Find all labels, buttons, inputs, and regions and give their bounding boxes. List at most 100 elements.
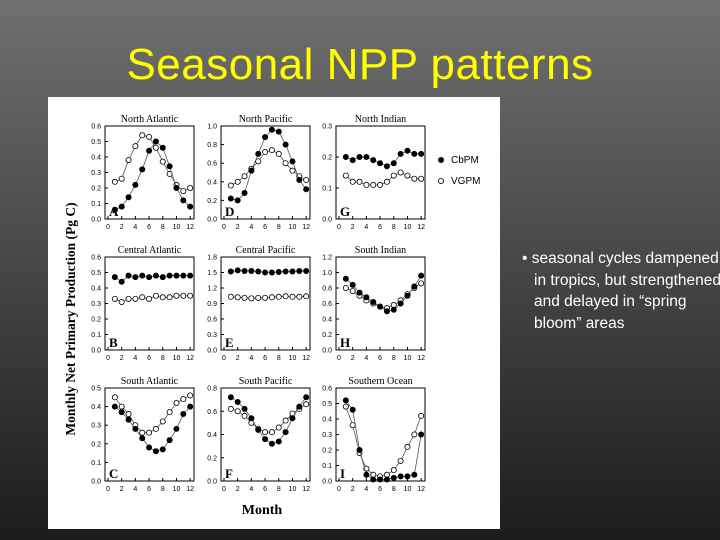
panel-title-north-pacific: North Pacific xyxy=(239,114,293,125)
y-tick-label-southern-ocean: 0.4 xyxy=(322,417,332,424)
x-tick-label-north-indian: 6 xyxy=(378,224,382,231)
data-point-vgpm-south-pacific xyxy=(282,417,289,424)
x-tick-label-south-pacific: 10 xyxy=(289,486,297,493)
data-point-cbpm-southern-ocean xyxy=(397,473,404,480)
data-point-cbpm-south-pacific xyxy=(275,438,282,445)
y-tick-label-central-pacific: 0.9 xyxy=(207,301,217,308)
data-point-cbpm-north-pacific xyxy=(227,195,234,202)
y-tick-label-north-pacific: 0.8 xyxy=(207,142,217,149)
data-point-vgpm-southern-ocean xyxy=(390,467,397,474)
data-point-cbpm-north-pacific xyxy=(296,176,303,183)
y-tick-label-south-atlantic: 0.2 xyxy=(91,441,101,448)
data-point-cbpm-north-atlantic xyxy=(111,206,118,213)
y-tick-label-north-indian: 0.3 xyxy=(322,124,332,131)
data-point-cbpm-north-indian xyxy=(404,147,411,154)
data-point-vgpm-south-atlantic xyxy=(173,399,180,406)
data-point-vgpm-north-atlantic xyxy=(111,178,118,185)
data-point-vgpm-south-atlantic xyxy=(180,396,187,403)
y-tick-label-south-atlantic: 0.0 xyxy=(91,479,101,486)
data-point-vgpm-central-atlantic xyxy=(125,295,132,302)
panel-title-south-indian: South Indian xyxy=(355,245,406,256)
y-axis-label: Monthly Net Primary Production (Pg C) xyxy=(63,202,78,435)
y-tick-label-north-atlantic: 0.0 xyxy=(91,217,101,224)
data-point-cbpm-north-indian xyxy=(397,150,404,157)
data-point-cbpm-southern-ocean xyxy=(363,471,370,478)
data-point-cbpm-south-pacific xyxy=(303,394,310,401)
x-tick-label-north-atlantic: 8 xyxy=(161,224,165,231)
panel-letter-central-pacific: E xyxy=(225,335,234,350)
x-tick-label-north-pacific: 8 xyxy=(277,224,281,231)
data-point-cbpm-south-atlantic xyxy=(152,448,159,455)
data-point-vgpm-north-pacific xyxy=(255,158,262,165)
data-point-vgpm-north-pacific xyxy=(241,173,248,180)
data-point-cbpm-south-atlantic xyxy=(180,411,187,418)
x-tick-label-central-pacific: 2 xyxy=(236,355,240,362)
data-point-vgpm-southern-ocean xyxy=(411,431,418,438)
legend-label-vgpm: VGPM xyxy=(451,176,480,187)
y-tick-label-south-pacific: 0.2 xyxy=(207,455,217,462)
data-point-cbpm-southern-ocean xyxy=(390,474,397,481)
data-point-vgpm-central-pacific xyxy=(248,295,255,302)
bullet-text: • seasonal cycles dampened in tropics, b… xyxy=(522,250,720,332)
series-line-vgpm-southern-ocean xyxy=(345,406,422,477)
data-point-cbpm-south-pacific xyxy=(296,403,303,410)
y-tick-label-south-pacific: 0.0 xyxy=(207,479,217,486)
data-point-vgpm-south-atlantic xyxy=(187,392,194,399)
data-point-cbpm-central-pacific xyxy=(262,269,269,276)
x-tick-label-southern-ocean: 2 xyxy=(351,486,355,493)
data-point-cbpm-southern-ocean xyxy=(370,476,377,483)
x-tick-label-central-pacific: 6 xyxy=(263,355,267,362)
data-point-vgpm-north-pacific xyxy=(268,147,275,154)
panel-letter-north-indian: G xyxy=(340,204,350,219)
panel-title-north-atlantic: North Atlantic xyxy=(121,114,179,125)
y-tick-label-north-pacific: 0.6 xyxy=(207,161,217,168)
data-point-vgpm-north-indian xyxy=(390,172,397,179)
data-point-cbpm-north-atlantic xyxy=(180,197,187,204)
x-tick-label-south-pacific: 6 xyxy=(263,486,267,493)
data-point-vgpm-south-atlantic xyxy=(159,418,166,425)
panel-letter-south-pacific: F xyxy=(225,466,233,481)
data-point-vgpm-north-atlantic xyxy=(139,132,146,139)
x-tick-label-north-pacific: 12 xyxy=(302,224,310,231)
x-tick-label-south-indian: 10 xyxy=(404,355,412,362)
data-point-cbpm-north-atlantic xyxy=(139,166,146,173)
panel-letter-southern-ocean: I xyxy=(340,466,345,481)
data-point-cbpm-south-indian xyxy=(370,298,377,305)
x-tick-label-southern-ocean: 6 xyxy=(378,486,382,493)
data-point-vgpm-north-pacific xyxy=(303,176,310,183)
y-tick-label-south-pacific: 0.6 xyxy=(207,409,217,416)
data-point-cbpm-south-pacific xyxy=(234,398,241,405)
data-point-vgpm-southern-ocean xyxy=(397,457,404,464)
x-tick-label-south-pacific: 12 xyxy=(302,486,310,493)
data-point-cbpm-south-atlantic xyxy=(125,416,132,423)
x-tick-label-south-indian: 8 xyxy=(392,355,396,362)
y-tick-label-south-indian: 0.0 xyxy=(322,348,332,355)
data-point-vgpm-southern-ocean xyxy=(404,443,411,450)
data-point-cbpm-south-indian xyxy=(397,300,404,307)
series-line-vgpm-north-atlantic xyxy=(114,134,191,192)
panel-title-central-pacific: Central Pacific xyxy=(236,245,296,256)
data-point-vgpm-south-pacific xyxy=(241,412,248,419)
y-tick-label-south-indian: 0.6 xyxy=(322,301,332,308)
data-point-vgpm-central-atlantic xyxy=(132,295,139,302)
y-tick-label-south-indian: 1.0 xyxy=(322,270,332,277)
x-tick-label-central-pacific: 4 xyxy=(249,355,253,362)
data-point-cbpm-south-atlantic xyxy=(173,425,180,432)
data-point-cbpm-south-indian xyxy=(349,281,356,288)
y-tick-label-south-atlantic: 0.3 xyxy=(91,423,101,430)
x-tick-label-north-indian: 8 xyxy=(392,224,396,231)
y-tick-label-south-pacific: 0.4 xyxy=(207,432,217,439)
data-point-cbpm-south-indian xyxy=(363,294,370,301)
data-point-vgpm-southern-ocean xyxy=(418,412,425,419)
x-tick-label-central-pacific: 10 xyxy=(289,355,297,362)
data-point-vgpm-north-atlantic xyxy=(180,188,187,195)
data-point-cbpm-central-pacific xyxy=(296,267,303,274)
data-point-cbpm-southern-ocean xyxy=(377,476,384,483)
data-point-cbpm-south-pacific xyxy=(262,436,269,443)
data-point-cbpm-south-atlantic xyxy=(139,435,146,442)
data-point-vgpm-southern-ocean xyxy=(342,403,349,410)
data-point-vgpm-central-pacific xyxy=(275,293,282,300)
data-point-cbpm-north-atlantic xyxy=(125,194,132,201)
data-point-vgpm-central-atlantic xyxy=(139,294,146,301)
data-point-vgpm-north-atlantic xyxy=(159,158,166,165)
